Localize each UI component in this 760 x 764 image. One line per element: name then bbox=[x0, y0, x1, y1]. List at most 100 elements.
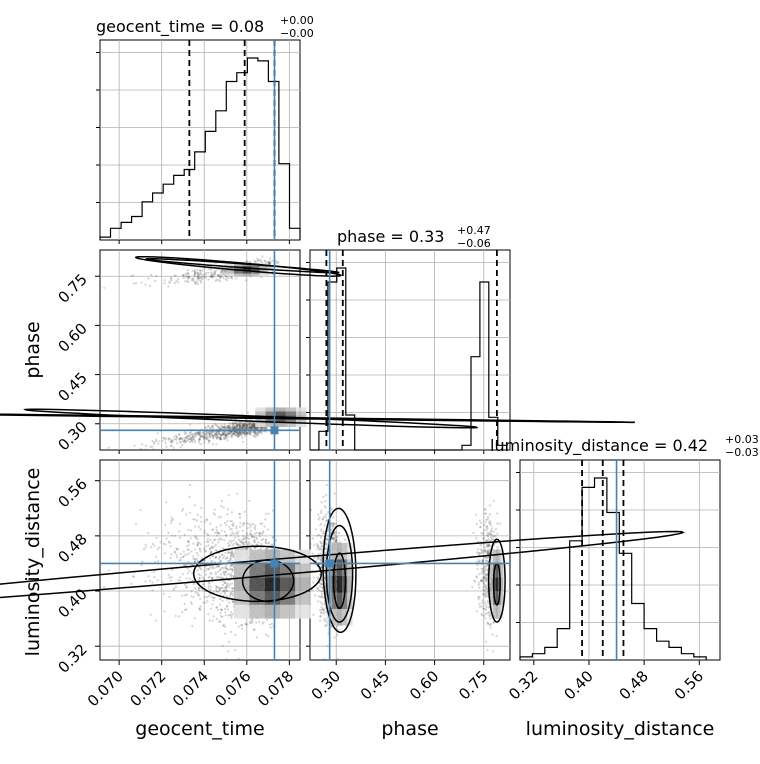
sample-point bbox=[183, 438, 187, 441]
sample-point bbox=[225, 434, 228, 437]
sample-point bbox=[223, 591, 226, 594]
sample-point bbox=[164, 441, 167, 444]
sample-point bbox=[237, 433, 240, 436]
sample-point bbox=[211, 425, 214, 428]
sample-point bbox=[209, 565, 212, 568]
sample-point bbox=[477, 560, 481, 564]
sample-point bbox=[240, 422, 243, 425]
sample-point bbox=[477, 595, 480, 599]
sample-point bbox=[230, 427, 233, 430]
sample-point bbox=[147, 277, 150, 280]
sample-point bbox=[236, 431, 239, 434]
sample-point bbox=[480, 605, 483, 608]
sample-point bbox=[207, 441, 210, 444]
density-pixel bbox=[347, 559, 353, 576]
sample-point bbox=[197, 274, 201, 277]
sample-point bbox=[195, 557, 198, 560]
sample-point bbox=[234, 422, 237, 425]
sample-point bbox=[197, 432, 201, 435]
sample-point bbox=[189, 423, 192, 426]
sample-point bbox=[194, 537, 197, 540]
sample-point bbox=[246, 424, 250, 427]
sample-point bbox=[208, 431, 211, 434]
sample-point bbox=[246, 536, 249, 539]
sample-point bbox=[154, 560, 157, 564]
sample-point bbox=[217, 425, 220, 428]
sample-point bbox=[493, 621, 496, 624]
sample-point bbox=[336, 535, 339, 538]
sample-point bbox=[478, 552, 481, 555]
sample-point bbox=[221, 644, 224, 648]
sample-point bbox=[254, 436, 257, 439]
sample-point bbox=[206, 540, 209, 543]
sample-point bbox=[209, 588, 212, 591]
sample-point bbox=[224, 435, 227, 438]
sample-point bbox=[214, 271, 217, 274]
sample-point bbox=[202, 432, 205, 435]
sample-point bbox=[492, 530, 495, 533]
sample-point bbox=[243, 435, 246, 438]
sample-point bbox=[171, 534, 174, 537]
sample-point bbox=[209, 557, 212, 560]
sample-point bbox=[320, 548, 323, 551]
sample-point bbox=[196, 544, 199, 547]
sample-point bbox=[244, 623, 248, 626]
sample-point bbox=[155, 440, 158, 443]
sample-point bbox=[326, 534, 329, 538]
sample-point bbox=[234, 434, 237, 437]
sample-point bbox=[271, 543, 274, 546]
sample-point bbox=[210, 271, 213, 274]
sample-point bbox=[484, 566, 487, 569]
sample-point bbox=[243, 543, 246, 546]
sample-point bbox=[156, 432, 159, 435]
sample-point bbox=[250, 426, 253, 429]
sample-point bbox=[486, 545, 489, 549]
density-pixel bbox=[265, 407, 276, 412]
sample-point bbox=[486, 600, 490, 603]
sample-point bbox=[208, 440, 211, 443]
sample-point bbox=[216, 433, 219, 436]
sample-point bbox=[218, 432, 221, 435]
sample-point bbox=[318, 548, 321, 551]
sample-point bbox=[230, 430, 234, 433]
density-pixel bbox=[490, 549, 493, 564]
sample-point bbox=[245, 431, 248, 434]
sample-point bbox=[225, 433, 228, 436]
sample-point bbox=[199, 435, 202, 438]
sample-point bbox=[248, 621, 252, 625]
sample-point bbox=[188, 569, 191, 573]
sample-point bbox=[248, 542, 251, 545]
sample-point bbox=[232, 426, 235, 429]
sample-point bbox=[330, 625, 333, 628]
sample-point bbox=[319, 608, 322, 612]
contour-upper-inner bbox=[145, 257, 340, 274]
sample-point bbox=[236, 424, 239, 427]
sample-point bbox=[321, 590, 324, 593]
sample-point bbox=[330, 528, 333, 531]
sample-point bbox=[331, 537, 334, 541]
sample-point bbox=[207, 584, 211, 588]
sample-point bbox=[233, 426, 237, 429]
sample-point bbox=[323, 658, 326, 660]
sample-point bbox=[320, 555, 323, 559]
sample-point bbox=[240, 623, 243, 627]
sample-point bbox=[235, 425, 238, 428]
sample-point bbox=[215, 432, 218, 435]
sample-point bbox=[222, 624, 225, 627]
sample-point bbox=[182, 275, 185, 278]
sample-point bbox=[188, 483, 192, 487]
sample-point bbox=[232, 432, 235, 435]
sample-point bbox=[253, 532, 256, 535]
sample-point bbox=[190, 439, 193, 442]
sample-point bbox=[255, 531, 258, 535]
sample-point bbox=[191, 571, 194, 575]
sample-point bbox=[216, 608, 220, 611]
sample-point bbox=[231, 422, 234, 425]
sample-point bbox=[228, 539, 231, 543]
sample-point bbox=[209, 436, 212, 439]
sample-point bbox=[478, 605, 481, 608]
sample-point bbox=[151, 581, 154, 584]
sample-point bbox=[323, 617, 327, 621]
sample-point bbox=[244, 547, 247, 551]
sample-point bbox=[167, 438, 170, 441]
